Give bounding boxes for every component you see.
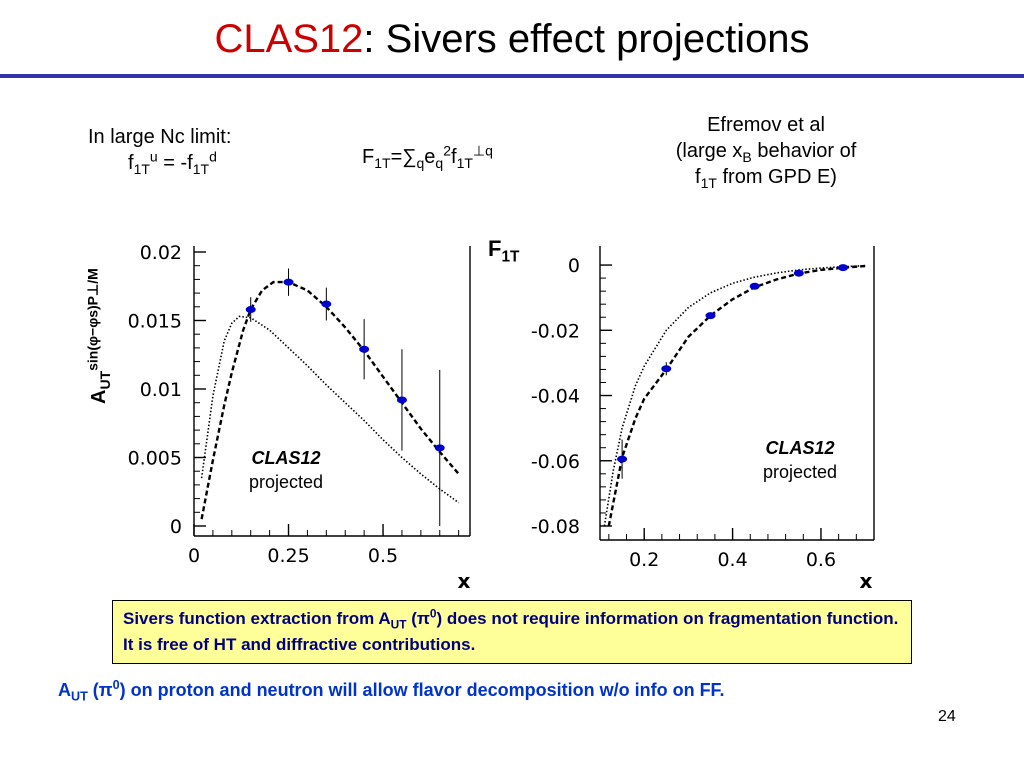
left-ytick-label: 0 <box>170 516 182 538</box>
efremov-l2b: behavior of <box>751 140 857 162</box>
nc-sup1: u <box>149 148 158 165</box>
f1t-subq2: q <box>435 155 444 171</box>
clas12-projected-label-right: CLAS12 projected <box>740 436 860 484</box>
efremov-l3b: from GPD E) <box>716 166 837 188</box>
left-ytick-label: 0.015 <box>128 311 182 333</box>
left-data-point <box>434 444 445 452</box>
nc-sub1: 1T <box>133 161 150 177</box>
left-y-sup: sin(φ−φs)P⊥/M <box>84 268 101 371</box>
proj-left-bold: CLAS12 <box>251 448 321 468</box>
f1t-subq: q <box>416 155 425 171</box>
left-data-point <box>283 278 294 286</box>
left-x-axis-label: x <box>458 569 471 593</box>
proj-left-normal: projected <box>248 472 324 492</box>
right-y-F: F <box>488 236 502 261</box>
left-ytick-label: 0.02 <box>140 242 182 264</box>
left-xtick-label: 0 <box>188 545 200 567</box>
right-series-dotted <box>603 264 866 527</box>
sivers-note-box: Sivers function extraction from AUT (π0)… <box>112 600 912 664</box>
right-xtick-label: 0.6 <box>806 549 836 571</box>
bottom-bsup: 0 <box>112 678 120 692</box>
title-clas12: CLAS12 <box>214 17 364 61</box>
slide-title: CLAS12: Sivers effect projections <box>0 14 1024 64</box>
right-ytick-label: -0.04 <box>531 386 580 408</box>
title-rest: : Sivers effect projections <box>363 17 810 61</box>
left-data-point <box>359 345 370 353</box>
right-xtick-label: 0.4 <box>717 549 747 571</box>
title-divider <box>0 74 1024 78</box>
right-y-sub: 1T <box>501 248 520 266</box>
f1t-formula: F1T=∑qeq2f1T⊥q <box>362 142 493 171</box>
f1t-f: f <box>451 146 457 168</box>
right-x-axis-label: x <box>860 569 873 593</box>
f1t-e: e <box>424 146 436 168</box>
nc-f: f <box>128 152 134 174</box>
right-ytick-label: -0.06 <box>531 451 580 473</box>
f1t-sup2: 2 <box>443 142 452 159</box>
page-number: 24 <box>938 708 956 725</box>
left-series-dashed <box>200 280 460 520</box>
proj-right-normal: projected <box>762 462 838 482</box>
clas12-projected-label-left: CLAS12 projected <box>226 446 346 494</box>
box-t3: ) does not require information on fragme… <box>123 609 899 654</box>
right-data-point <box>749 282 760 290</box>
bottom-c: ) on proton and neutron will allow flavo… <box>119 680 725 700</box>
left-y-sub: UT <box>97 370 113 390</box>
right-data-point <box>838 264 849 272</box>
right-y-axis-label: F1T <box>488 236 520 266</box>
f1t-sub1T: 1T <box>456 155 473 171</box>
flavor-decomposition-note: AUT (π0) on proton and neutron will allo… <box>58 678 725 704</box>
right-ytick-label: 0 <box>568 255 580 277</box>
right-data-point <box>661 365 672 373</box>
f1t-F: F <box>362 146 375 168</box>
efremov-l3a: f <box>695 166 701 188</box>
left-y-axis-label: AUTsin(φ−φs)P⊥/M <box>84 268 113 404</box>
nc-sub2: 1T <box>192 161 210 177</box>
large-nc-line1: In large Nc limit: <box>88 126 232 148</box>
box-t2: (π <box>406 609 430 628</box>
bottom-asub: UT <box>71 689 88 704</box>
efremov-line2: (large xB behavior of <box>634 138 898 164</box>
box-t1sub: UT <box>390 617 407 632</box>
left-data-point <box>321 300 332 308</box>
left-series-dotted <box>200 315 460 504</box>
efremov-l3sub: 1T <box>700 175 717 191</box>
efremov-l2sub: B <box>742 149 752 165</box>
right-xtick-label: 0.2 <box>629 549 659 571</box>
left-data-point <box>396 396 407 404</box>
right-data-point <box>793 269 804 277</box>
right-series-dashed <box>607 264 866 527</box>
efremov-l2a: (large x <box>675 140 743 162</box>
large-nc-formula: f1Tu = -f1Td <box>88 148 231 177</box>
proj-right-bold: CLAS12 <box>765 438 835 458</box>
box-t1: Sivers function extraction from A <box>123 609 391 628</box>
efremov-line1: Efremov et al <box>707 114 825 136</box>
left-ytick-label: 0.01 <box>140 379 182 401</box>
right-ytick-label: -0.08 <box>531 516 580 538</box>
f1t-sub1: 1T <box>374 155 391 171</box>
left-ytick-label: 0.005 <box>128 448 182 470</box>
f1t-eq: =∑ <box>390 146 417 168</box>
right-data-point <box>617 455 628 463</box>
bottom-a: A <box>58 680 71 700</box>
left-xtick-label: 0.5 <box>368 545 398 567</box>
left-y-A: A <box>88 389 110 404</box>
bottom-b: (π <box>87 680 113 700</box>
nc-sup2: d <box>209 148 217 165</box>
efremov-note: Efremov et al (large xB behavior of f1T … <box>634 112 898 190</box>
right-data-point <box>705 312 716 320</box>
f1t-supq: ⊥q <box>472 142 493 159</box>
large-nc-note: In large Nc limit: f1Tu = -f1Td <box>88 124 231 176</box>
nc-eq: = -f <box>157 152 193 174</box>
right-ytick-label: -0.02 <box>531 320 580 342</box>
left-xtick-label: 0.25 <box>267 545 309 567</box>
efremov-line3: f1T from GPD E) <box>634 164 898 190</box>
box-t2sup: 0 <box>429 606 437 621</box>
left-data-point <box>245 306 256 314</box>
